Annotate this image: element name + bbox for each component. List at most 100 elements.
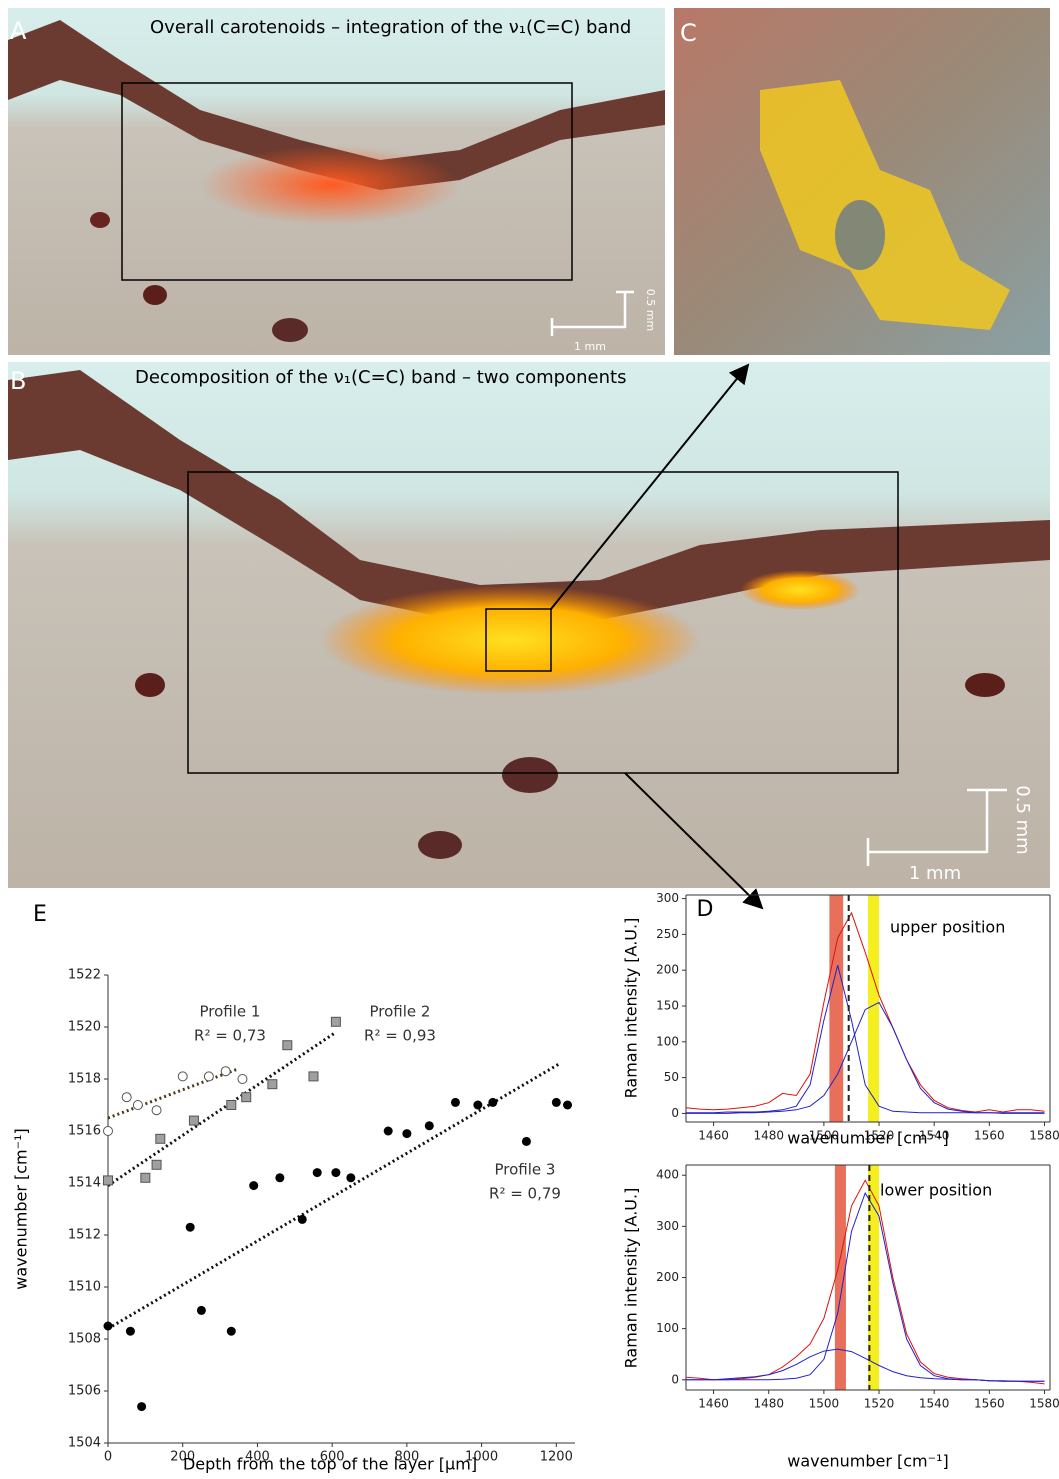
trend-line — [108, 1032, 336, 1185]
y-tick-label: 150 — [656, 998, 679, 1012]
x-tick-label: 1560 — [974, 1397, 1005, 1411]
x-tick-label: 1200 — [540, 1450, 573, 1465]
panel-label: A — [10, 17, 27, 45]
point — [221, 1067, 230, 1076]
point — [331, 1017, 340, 1026]
x-tick-label: 1540 — [919, 1397, 950, 1411]
point — [104, 1176, 113, 1185]
point — [268, 1080, 277, 1089]
point — [384, 1127, 393, 1136]
x-tick-label: 1520 — [864, 1397, 895, 1411]
y-tick-label: 200 — [656, 963, 679, 977]
panel-label: C — [680, 19, 697, 47]
band — [829, 895, 843, 1122]
point — [331, 1168, 340, 1177]
y-tick-label: 0 — [671, 1372, 679, 1386]
y-tick-label: 300 — [656, 1219, 679, 1233]
spectrum — [686, 965, 1045, 1112]
y-tick-label: 1522 — [68, 968, 101, 983]
y-tick-label: 1504 — [68, 1436, 101, 1451]
point — [197, 1306, 206, 1315]
r-squared: R² = 0,93 — [364, 1027, 436, 1045]
spectrum — [686, 1193, 1045, 1381]
scale-label: 1 mm — [909, 863, 961, 884]
photo-c — [674, 8, 1050, 355]
y-tick-label: 1512 — [68, 1228, 101, 1243]
point — [122, 1093, 131, 1102]
series-name: Profile 3 — [495, 1161, 556, 1179]
y-tick-label: 1520 — [68, 1020, 101, 1035]
spectrum — [686, 1349, 1045, 1381]
point — [309, 1072, 318, 1081]
x-tick-label: 0 — [104, 1450, 112, 1465]
point — [238, 1075, 247, 1084]
y-tick-label: 300 — [656, 891, 679, 905]
x-tick-label: 1480 — [753, 1129, 784, 1143]
y-axis-label: Raman intensity [A.U.] — [622, 1188, 641, 1369]
annotation: upper position — [890, 918, 1005, 937]
scale-label: 0.5 mm — [1012, 785, 1033, 854]
page: A Overall carotenoids – integration of t… — [0, 0, 1059, 1479]
scale-label: 0.5 mm — [644, 289, 657, 331]
x-axis-label: wavenumber [cm⁻¹] — [787, 1452, 948, 1471]
spectrum — [686, 913, 1045, 1112]
x-tick-label: 1460 — [698, 1397, 729, 1411]
r-squared: R² = 0,73 — [194, 1027, 266, 1045]
point — [425, 1121, 434, 1130]
x-tick-label: 1500 — [809, 1397, 840, 1411]
y-tick-label: 200 — [656, 1270, 679, 1284]
band — [835, 1165, 846, 1390]
x-tick-label: 1480 — [753, 1397, 784, 1411]
x-tick-label: 1460 — [698, 1129, 729, 1143]
point — [488, 1098, 497, 1107]
x-tick-label: 1580 — [1029, 1397, 1059, 1411]
point — [313, 1168, 322, 1177]
y-axis-label: Raman intensity [A.U.] — [622, 918, 641, 1099]
photo-a — [8, 8, 665, 355]
y-tick-label: 50 — [664, 1070, 679, 1084]
band — [868, 895, 879, 1122]
point — [126, 1327, 135, 1336]
point — [104, 1322, 113, 1331]
y-tick-label: 1508 — [68, 1332, 101, 1347]
point — [141, 1173, 150, 1182]
point — [451, 1098, 460, 1107]
panel-label: B — [10, 367, 26, 395]
point — [522, 1137, 531, 1146]
r-squared: R² = 0,79 — [489, 1185, 561, 1203]
y-tick-label: 1518 — [68, 1072, 101, 1087]
point — [249, 1181, 258, 1190]
point — [402, 1129, 411, 1138]
point — [552, 1098, 561, 1107]
x-axis-label: Depth from the top of the layer [μm] — [183, 1455, 477, 1474]
y-tick-label: 1510 — [68, 1280, 101, 1295]
point — [227, 1101, 236, 1110]
y-tick-label: 100 — [656, 1321, 679, 1335]
point — [137, 1402, 146, 1411]
panel-label: D — [697, 897, 714, 922]
scale-label: 1 mm — [574, 340, 606, 353]
series-name: Profile 2 — [370, 1003, 431, 1021]
y-axis-label: wavenumber [cm⁻¹] — [12, 1128, 31, 1289]
panel-title: Decomposition of the ν₁(C=C) band – two … — [135, 367, 626, 388]
panel-label: E — [33, 902, 47, 927]
point — [152, 1106, 161, 1115]
point — [283, 1041, 292, 1050]
point — [186, 1223, 195, 1232]
point — [298, 1215, 307, 1224]
y-tick-label: 400 — [656, 1168, 679, 1182]
point — [189, 1116, 198, 1125]
y-tick-label: 250 — [656, 927, 679, 941]
spectrum — [686, 1002, 1045, 1113]
y-tick-label: 100 — [656, 1034, 679, 1048]
photo-b — [8, 362, 1050, 888]
annotation: lower position — [880, 1181, 992, 1200]
x-axis-label: wavenumber [cm⁻¹] — [787, 1129, 948, 1148]
point — [204, 1072, 213, 1081]
figure: A Overall carotenoids – integration of t… — [0, 0, 1059, 1479]
y-tick-label: 1516 — [68, 1124, 101, 1139]
y-tick-label: 0 — [671, 1106, 679, 1120]
x-tick-label: 1560 — [974, 1129, 1005, 1143]
point — [563, 1101, 572, 1110]
series-name: Profile 1 — [200, 1003, 261, 1021]
